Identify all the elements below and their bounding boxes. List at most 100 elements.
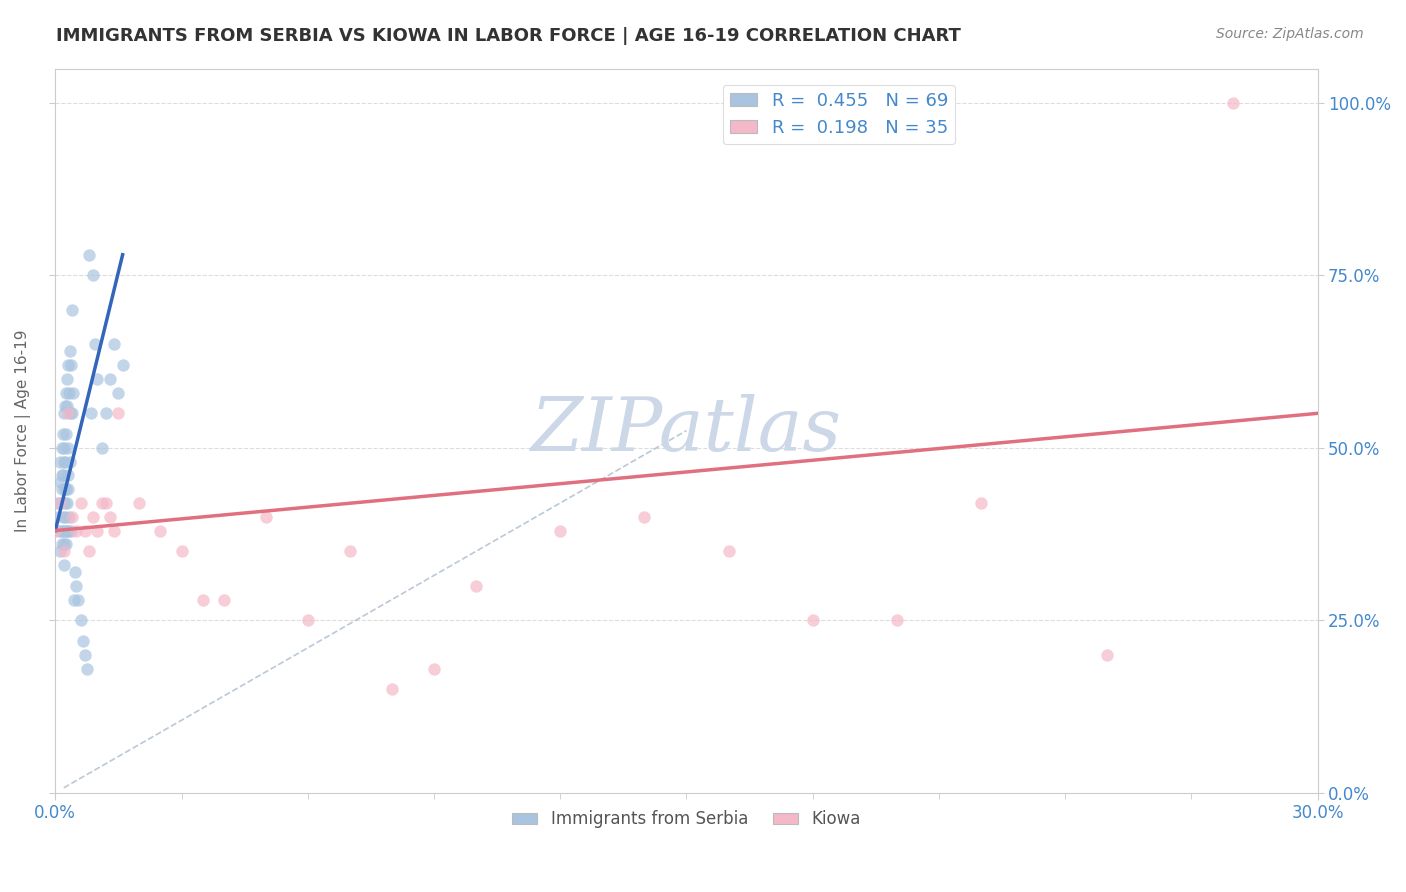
Point: [170, 544, 193, 558]
Point: [55, 427, 77, 442]
Point: [58, 385, 80, 400]
Point: [51, 468, 73, 483]
Point: [53, 482, 76, 496]
Point: [98, 509, 121, 524]
Point: [72, 634, 94, 648]
Point: [1222, 95, 1244, 110]
Point: [52, 524, 75, 538]
Point: [63, 565, 86, 579]
Point: [59, 344, 82, 359]
Point: [55, 524, 77, 538]
Point: [51, 537, 73, 551]
Point: [55, 496, 77, 510]
Y-axis label: In Labor Force | Age 16-19: In Labor Force | Age 16-19: [15, 329, 31, 532]
Point: [94, 406, 117, 420]
Point: [86, 372, 108, 386]
Point: [65, 524, 87, 538]
Point: [55, 455, 77, 469]
Point: [67, 592, 90, 607]
Point: [80, 406, 103, 420]
Point: [44, 509, 66, 524]
Point: [128, 496, 150, 510]
Point: [1095, 648, 1118, 662]
Point: [77, 248, 100, 262]
Text: IMMIGRANTS FROM SERBIA VS KIOWA IN LABOR FORCE | AGE 16-19 CORRELATION CHART: IMMIGRANTS FROM SERBIA VS KIOWA IN LABOR…: [56, 27, 962, 45]
Point: [52, 544, 75, 558]
Point: [48, 524, 70, 538]
Point: [56, 468, 79, 483]
Point: [633, 509, 655, 524]
Point: [98, 372, 121, 386]
Point: [82, 509, 104, 524]
Text: ZIPatlas: ZIPatlas: [531, 394, 842, 467]
Point: [58, 441, 80, 455]
Point: [52, 406, 75, 420]
Point: [59, 358, 82, 372]
Point: [65, 579, 87, 593]
Point: [51, 482, 73, 496]
Point: [717, 544, 740, 558]
Point: [63, 592, 86, 607]
Point: [56, 524, 79, 538]
Point: [84, 337, 107, 351]
Point: [49, 455, 72, 469]
Point: [60, 524, 83, 538]
Point: [60, 509, 83, 524]
Point: [107, 406, 129, 420]
Point: [52, 558, 75, 572]
Point: [51, 441, 73, 455]
Point: [62, 385, 84, 400]
Point: [53, 524, 76, 538]
Point: [56, 358, 79, 372]
Point: [56, 406, 79, 420]
Point: [59, 455, 82, 469]
Point: [103, 524, 125, 538]
Point: [191, 592, 214, 607]
Point: [56, 496, 79, 510]
Point: [49, 496, 72, 510]
Point: [48, 475, 70, 490]
Point: [69, 613, 91, 627]
Point: [548, 524, 571, 538]
Point: [801, 613, 824, 627]
Point: [53, 441, 76, 455]
Point: [55, 537, 77, 551]
Point: [73, 524, 96, 538]
Point: [94, 496, 117, 510]
Point: [149, 524, 172, 538]
Point: [60, 302, 83, 317]
Point: [90, 441, 112, 455]
Point: [82, 268, 104, 283]
Point: [86, 524, 108, 538]
Point: [381, 682, 404, 697]
Point: [44, 524, 66, 538]
Point: [60, 406, 83, 420]
Point: [55, 385, 77, 400]
Point: [339, 544, 361, 558]
Point: [48, 496, 70, 510]
Point: [212, 592, 235, 607]
Point: [465, 579, 488, 593]
Point: [423, 661, 446, 675]
Point: [970, 496, 993, 510]
Point: [53, 509, 76, 524]
Point: [52, 427, 75, 442]
Point: [51, 524, 73, 538]
Point: [52, 468, 75, 483]
Point: [103, 337, 125, 351]
Point: [90, 496, 112, 510]
Point: [107, 385, 129, 400]
Point: [886, 613, 908, 627]
Point: [76, 661, 98, 675]
Point: [59, 406, 82, 420]
Point: [297, 613, 319, 627]
Point: [73, 648, 96, 662]
Point: [46, 496, 69, 510]
Point: [55, 482, 77, 496]
Point: [52, 455, 75, 469]
Point: [52, 509, 75, 524]
Point: [53, 400, 76, 414]
Point: [56, 400, 79, 414]
Point: [55, 372, 77, 386]
Point: [58, 482, 80, 496]
